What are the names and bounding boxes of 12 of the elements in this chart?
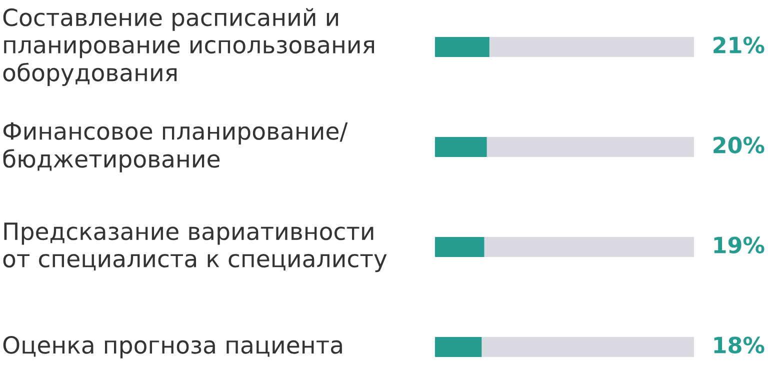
y-tick-label: Оценка прогноза пациента (3, 336, 342, 358)
data-label: 21% (714, 36, 764, 54)
bar (435, 37, 490, 57)
bar (435, 337, 482, 357)
y-tick-label: Предсказание вариативности от специалиста к специалисту (3, 222, 387, 272)
data-label: 18% (714, 336, 764, 354)
data-label: 19% (714, 236, 764, 254)
y-tick-label: Составление расписаний и планирование использования оборудования (3, 8, 374, 86)
data-label: 20% (714, 136, 764, 154)
y-tick-label: Финансовое планирование/ бюджетирование (3, 122, 348, 172)
bar (435, 237, 484, 257)
bar (435, 137, 487, 157)
